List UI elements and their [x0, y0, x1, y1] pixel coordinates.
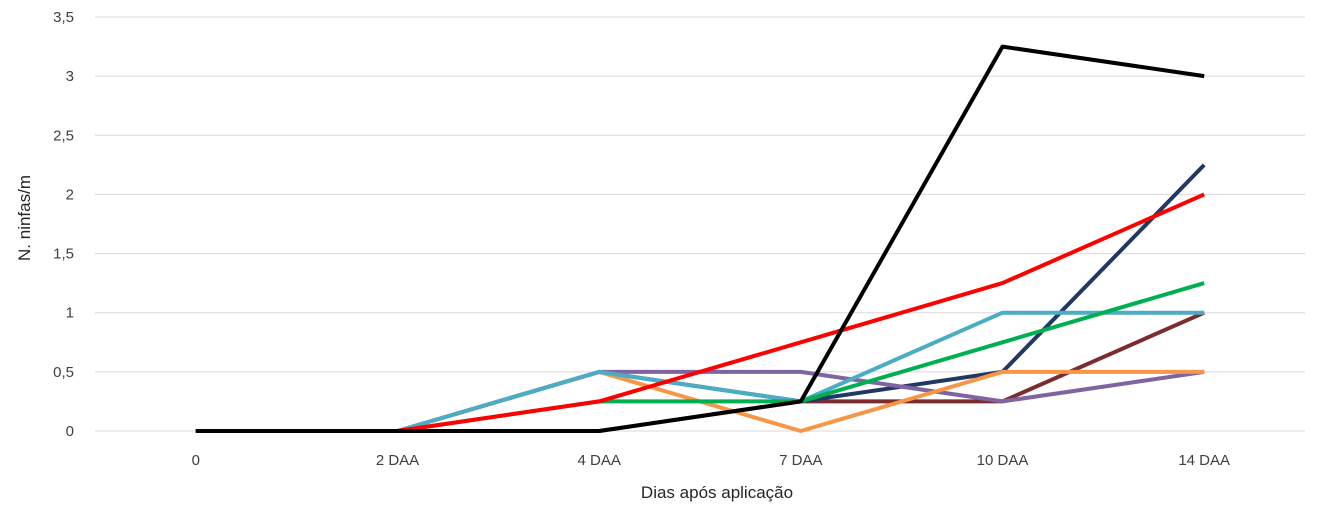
x-axis-ticks: 0 2 DAA 4 DAA 7 DAA 10 DAA 14 DAA [192, 452, 1230, 469]
x-tick-label: 4 DAA [577, 452, 620, 469]
series-lines [196, 47, 1204, 431]
x-tick-label: 10 DAA [977, 452, 1029, 469]
y-tick-label: 2,5 [53, 127, 74, 144]
series-line-7 [196, 165, 1204, 431]
x-tick-label: 7 DAA [779, 452, 822, 469]
x-tick-label: 0 [192, 452, 200, 469]
y-axis-title: N. ninfas/m [15, 175, 34, 261]
x-tick-label: 14 DAA [1178, 452, 1230, 469]
y-tick-label: 1 [66, 305, 74, 322]
y-tick-label: 3 [66, 68, 74, 85]
x-axis-title: Dias após aplicação [641, 483, 793, 502]
y-tick-label: 2 [66, 186, 74, 203]
x-tick-label: 2 DAA [376, 452, 419, 469]
y-tick-label: 0 [66, 423, 74, 440]
y-tick-label: 3,5 [53, 9, 74, 26]
y-axis-ticks: 0 0,5 1 1,5 2 2,5 3 3,5 [53, 9, 74, 440]
gridlines [95, 17, 1305, 431]
y-tick-label: 0,5 [53, 364, 74, 381]
y-tick-label: 1,5 [53, 246, 74, 263]
series-line-3 [196, 283, 1204, 431]
